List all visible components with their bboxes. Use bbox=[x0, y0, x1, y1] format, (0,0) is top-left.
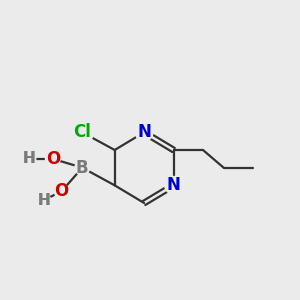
Text: Cl: Cl bbox=[73, 123, 91, 141]
Text: N: N bbox=[167, 176, 181, 194]
Text: H: H bbox=[38, 193, 50, 208]
Circle shape bbox=[135, 124, 153, 141]
Circle shape bbox=[165, 176, 182, 194]
Text: B: B bbox=[76, 159, 88, 177]
Circle shape bbox=[54, 184, 69, 199]
Text: H: H bbox=[23, 151, 36, 166]
Text: O: O bbox=[55, 182, 69, 200]
Circle shape bbox=[71, 121, 94, 143]
Circle shape bbox=[75, 160, 90, 175]
Text: H: H bbox=[38, 193, 50, 208]
Circle shape bbox=[38, 194, 50, 206]
Text: H: H bbox=[23, 151, 36, 166]
Text: O: O bbox=[46, 150, 60, 168]
Circle shape bbox=[23, 152, 36, 165]
Text: N: N bbox=[137, 123, 151, 141]
Circle shape bbox=[46, 152, 60, 166]
